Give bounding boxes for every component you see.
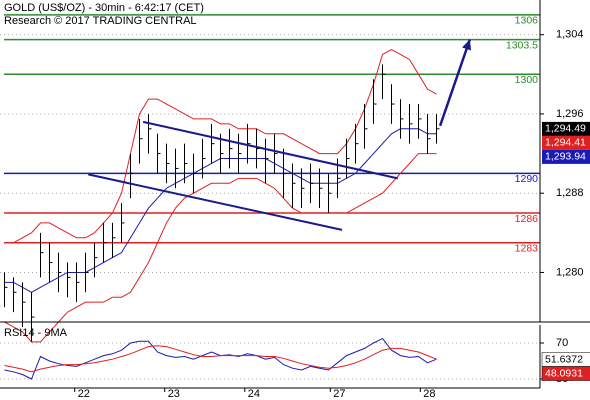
y-tick-label: 70: [556, 337, 568, 349]
price-tag: [542, 121, 590, 136]
arrow-head: [462, 39, 472, 51]
rsi-tag-label: 48.0931: [545, 367, 583, 379]
price-tag: [542, 149, 590, 164]
level-label: 1290: [515, 173, 539, 185]
x-tick-label: 22: [78, 388, 90, 400]
arrow: [438, 39, 471, 127]
rsi-line: [4, 337, 437, 380]
y-tick-label: 1,296: [556, 108, 584, 120]
panel-title: RSI14 - 9MA: [4, 327, 68, 339]
rsi-tag: [541, 366, 590, 381]
y-tick-label: 1,304: [556, 29, 584, 41]
level-label: 1306: [515, 15, 539, 27]
x-tick-label: 27: [333, 388, 345, 400]
level-label: 1283: [515, 243, 539, 255]
x-tick-label: 24: [248, 388, 260, 400]
y-tick-label: 1,288: [556, 187, 584, 199]
level-label: 1300: [515, 74, 539, 86]
x-tick-label: 28: [423, 388, 435, 400]
y-tick-label: 1,280: [556, 266, 584, 278]
overlay-line: [4, 153, 437, 343]
price-tag-label: 1,294.49: [545, 123, 586, 135]
rsi-tag-label: 51.6372: [545, 353, 583, 365]
chart-title: GOLD (US$/OZ) - 30min - 6:42:17 (CET): [4, 2, 204, 14]
x-tick-label: 23: [168, 388, 180, 400]
trend-line: [87, 173, 343, 231]
price-tag: [542, 135, 590, 150]
chart-subtitle: Research © 2017 TRADING CENTRAL: [4, 15, 197, 27]
price-tag-label: 1,294.41: [545, 137, 586, 149]
rsi-line: [4, 345, 437, 373]
price-tag-label: 1,293.94: [545, 151, 586, 163]
level-label: 1303.5: [506, 39, 538, 51]
level-label: 1286: [515, 213, 539, 225]
trend-line: [142, 120, 399, 180]
